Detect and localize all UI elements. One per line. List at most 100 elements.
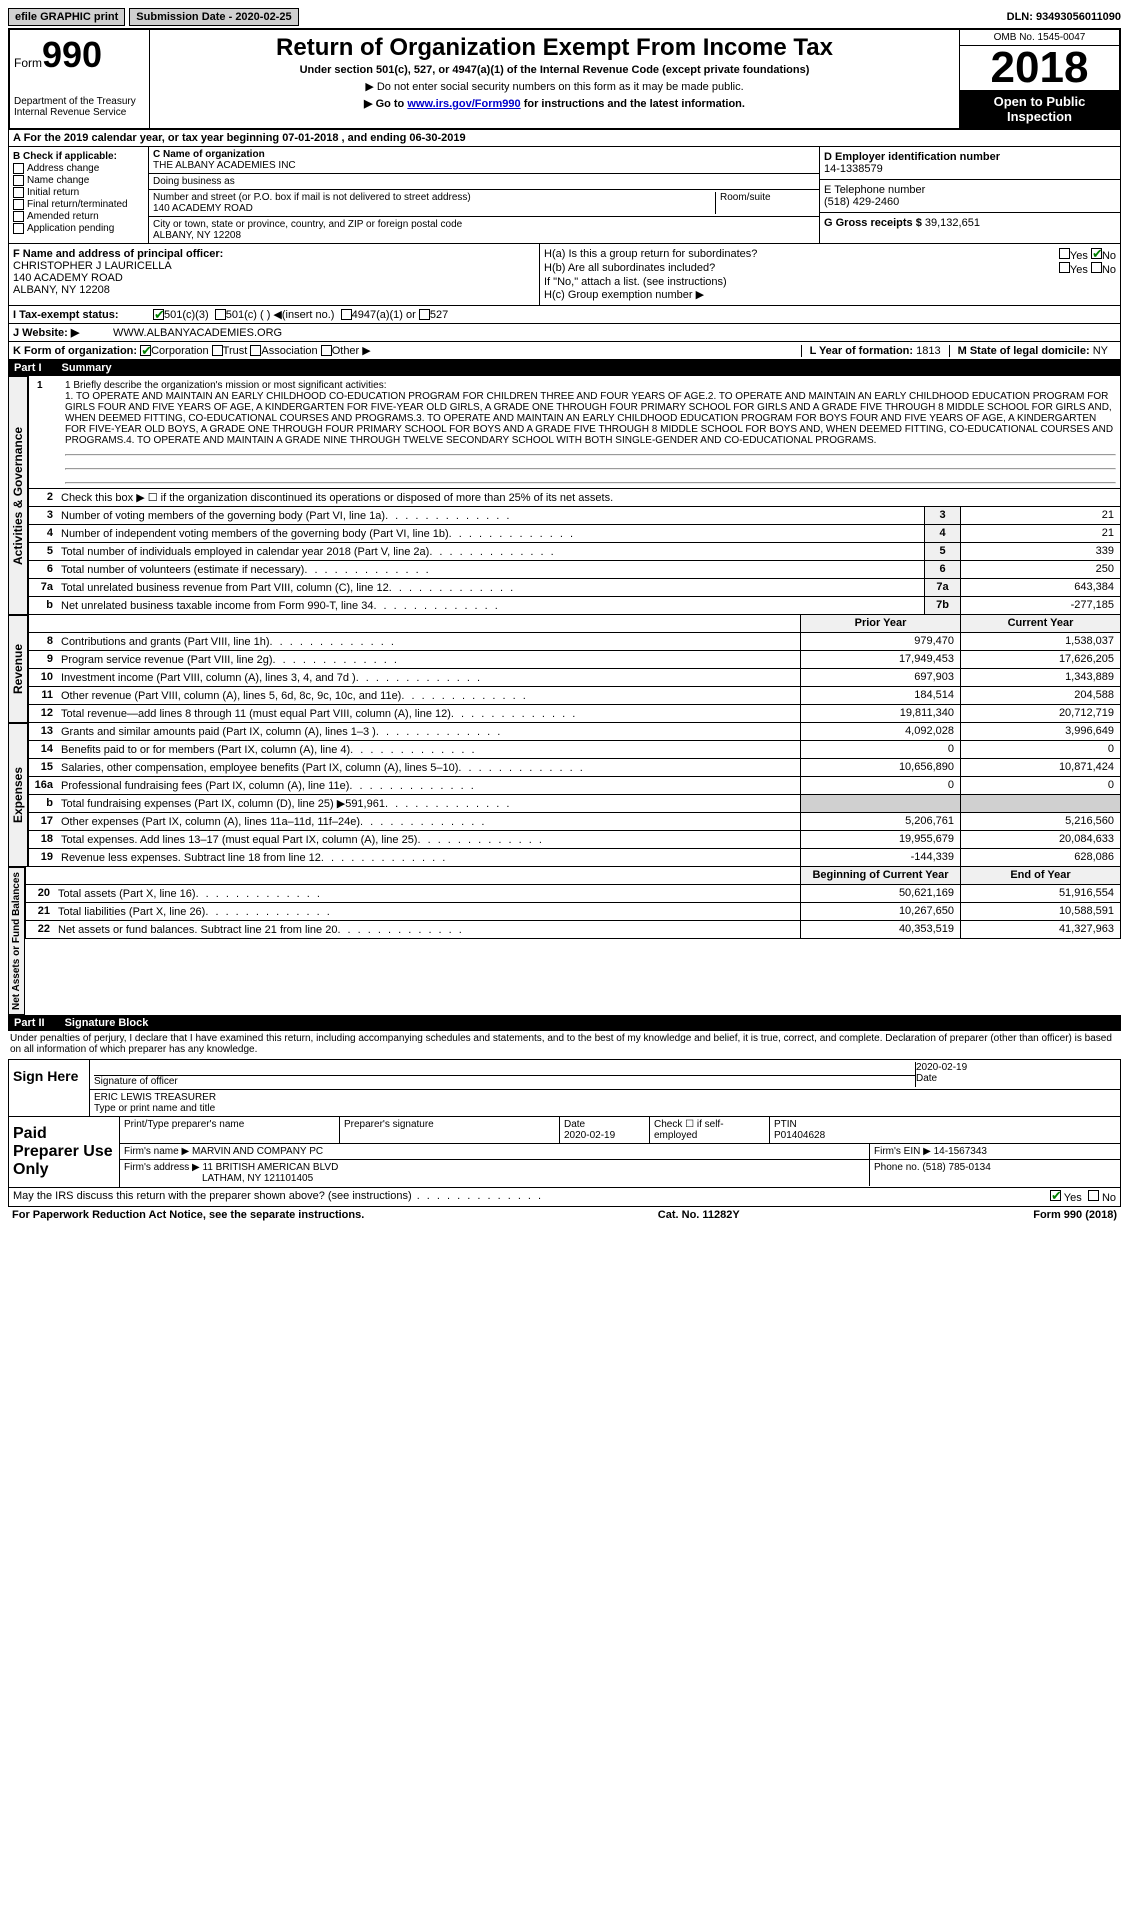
line-12-current: 20,712,719 bbox=[960, 705, 1120, 722]
checkbox-final-return[interactable] bbox=[13, 199, 24, 210]
line-10-prior: 697,903 bbox=[800, 669, 960, 686]
checkbox-address-change[interactable] bbox=[13, 163, 24, 174]
line-13-prior: 4,092,028 bbox=[800, 723, 960, 740]
officer-addr1: 140 ACADEMY ROAD bbox=[13, 272, 535, 284]
cb-527[interactable] bbox=[419, 309, 430, 320]
line-16a-text: Professional fundraising fees (Part IX, … bbox=[57, 777, 800, 794]
room-label: Room/suite bbox=[715, 192, 815, 214]
mission-text: 1. TO OPERATE AND MAINTAIN AN EARLY CHIL… bbox=[65, 391, 1116, 446]
sig-date: 2020-02-19 bbox=[916, 1062, 1116, 1073]
hb-no[interactable] bbox=[1091, 262, 1102, 273]
gross-value: 39,132,651 bbox=[925, 217, 980, 229]
box-b-label: B Check if applicable: bbox=[13, 151, 144, 162]
ptin-value: P01404628 bbox=[774, 1130, 825, 1141]
line-21-prior: 10,267,650 bbox=[800, 903, 960, 920]
line-b-value: -277,185 bbox=[960, 597, 1120, 614]
side-activities-governance: Activities & Governance bbox=[8, 376, 28, 615]
line-3-value: 21 bbox=[960, 507, 1120, 524]
line-21-current: 10,588,591 bbox=[960, 903, 1120, 920]
line-15-current: 10,871,424 bbox=[960, 759, 1120, 776]
line-10-text: Investment income (Part VIII, column (A)… bbox=[57, 669, 800, 686]
col-current: Current Year bbox=[960, 615, 1120, 632]
line-8-current: 1,538,037 bbox=[960, 633, 1120, 650]
preparer-name-hdr: Print/Type preparer's name bbox=[120, 1117, 340, 1143]
line-20-text: Total assets (Part X, line 16) bbox=[54, 885, 800, 902]
efile-print-button[interactable]: efile GRAPHIC print bbox=[8, 8, 125, 26]
officer-addr2: ALBANY, NY 12208 bbox=[13, 284, 535, 296]
cb-trust[interactable] bbox=[212, 345, 223, 356]
line-b-prior bbox=[800, 795, 960, 812]
line-6-text: Total number of volunteers (estimate if … bbox=[57, 561, 924, 578]
line-19-text: Revenue less expenses. Subtract line 18 … bbox=[57, 849, 800, 866]
cb-501c3[interactable] bbox=[153, 309, 164, 320]
sign-here-label: Sign Here bbox=[9, 1060, 89, 1116]
website-value: WWW.ALBANYACADEMIES.ORG bbox=[113, 327, 282, 339]
line-15-text: Salaries, other compensation, employee b… bbox=[57, 759, 800, 776]
checkbox-app-pending[interactable] bbox=[13, 223, 24, 234]
officer-name: CHRISTOPHER J LAURICELLA bbox=[13, 260, 535, 272]
line-17-text: Other expenses (Part IX, column (A), lin… bbox=[57, 813, 800, 830]
line-7a-value: 643,384 bbox=[960, 579, 1120, 596]
gross-label: G Gross receipts $ bbox=[824, 217, 922, 229]
phone-label: E Telephone number bbox=[824, 184, 1116, 196]
line-8-prior: 979,470 bbox=[800, 633, 960, 650]
org-name-label: C Name of organization bbox=[153, 149, 815, 160]
dln-label: DLN: 93493056011090 bbox=[1007, 11, 1121, 23]
cb-corp[interactable] bbox=[140, 345, 151, 356]
k-label: K Form of organization: bbox=[13, 345, 137, 357]
street-value: 140 ACADEMY ROAD bbox=[153, 203, 715, 214]
line-20-prior: 50,621,169 bbox=[800, 885, 960, 902]
line-10-current: 1,343,889 bbox=[960, 669, 1120, 686]
col-beginning: Beginning of Current Year bbox=[800, 867, 960, 884]
phone-value: (518) 429-2460 bbox=[824, 196, 1116, 208]
perjury-declaration: Under penalties of perjury, I declare th… bbox=[8, 1031, 1121, 1057]
cb-other[interactable] bbox=[321, 345, 332, 356]
line-14-text: Benefits paid to or for members (Part IX… bbox=[57, 741, 800, 758]
line-9-text: Program service revenue (Part VIII, line… bbox=[57, 651, 800, 668]
line-20-current: 51,916,554 bbox=[960, 885, 1120, 902]
sig-date-label: Date bbox=[916, 1073, 1116, 1084]
firm-phone: (518) 785-0134 bbox=[922, 1162, 990, 1173]
cb-assoc[interactable] bbox=[250, 345, 261, 356]
line-15-prior: 10,656,890 bbox=[800, 759, 960, 776]
line-19-prior: -144,339 bbox=[800, 849, 960, 866]
line-22-prior: 40,353,519 bbox=[800, 921, 960, 938]
line-5-value: 339 bbox=[960, 543, 1120, 560]
line-b-current bbox=[960, 795, 1120, 812]
line-16a-prior: 0 bbox=[800, 777, 960, 794]
line-19-current: 628,086 bbox=[960, 849, 1120, 866]
ha-yes[interactable] bbox=[1059, 248, 1070, 259]
cb-4947[interactable] bbox=[341, 309, 352, 320]
checkbox-name-change[interactable] bbox=[13, 175, 24, 186]
ha-no[interactable] bbox=[1091, 248, 1102, 259]
self-employed-check[interactable]: Check ☐ if self-employed bbox=[650, 1117, 770, 1143]
ein-label: D Employer identification number bbox=[824, 151, 1116, 163]
city-value: ALBANY, NY 12208 bbox=[153, 230, 815, 241]
org-name: THE ALBANY ACADEMIES INC bbox=[153, 160, 815, 171]
line-14-current: 0 bbox=[960, 741, 1120, 758]
firm-address: 11 BRITISH AMERICAN BLVD bbox=[203, 1162, 339, 1173]
line-4-text: Number of independent voting members of … bbox=[57, 525, 924, 542]
footer-catno: Cat. No. 11282Y bbox=[658, 1209, 740, 1221]
hb-yes[interactable] bbox=[1059, 262, 1070, 273]
ha-label: H(a) Is this a group return for subordin… bbox=[544, 248, 757, 262]
line-6-value: 250 bbox=[960, 561, 1120, 578]
cb-501c[interactable] bbox=[215, 309, 226, 320]
line-2-text: Check this box ▶ ☐ if the organization d… bbox=[57, 489, 1120, 506]
checkbox-initial-return[interactable] bbox=[13, 187, 24, 198]
hb-note: If "No," attach a list. (see instruction… bbox=[544, 276, 1116, 288]
footer-form: Form 990 (2018) bbox=[1033, 1209, 1117, 1221]
hb-label: H(b) Are all subordinates included? bbox=[544, 262, 715, 276]
ssn-note: ▶ Do not enter social security numbers o… bbox=[154, 80, 955, 93]
col-prior: Prior Year bbox=[800, 615, 960, 632]
form-title: Return of Organization Exempt From Incom… bbox=[154, 34, 955, 62]
line-b-text: Net unrelated business taxable income fr… bbox=[57, 597, 924, 614]
dba-label: Doing business as bbox=[153, 176, 815, 187]
discuss-no[interactable] bbox=[1088, 1190, 1099, 1201]
line-4-value: 21 bbox=[960, 525, 1120, 542]
line-16a-current: 0 bbox=[960, 777, 1120, 794]
tax-status-label: I Tax-exempt status: bbox=[13, 309, 153, 321]
instructions-link[interactable]: ▶ Go to www.irs.gov/Form990 for instruct… bbox=[154, 97, 955, 110]
discuss-yes[interactable] bbox=[1050, 1190, 1061, 1201]
checkbox-amended[interactable] bbox=[13, 211, 24, 222]
